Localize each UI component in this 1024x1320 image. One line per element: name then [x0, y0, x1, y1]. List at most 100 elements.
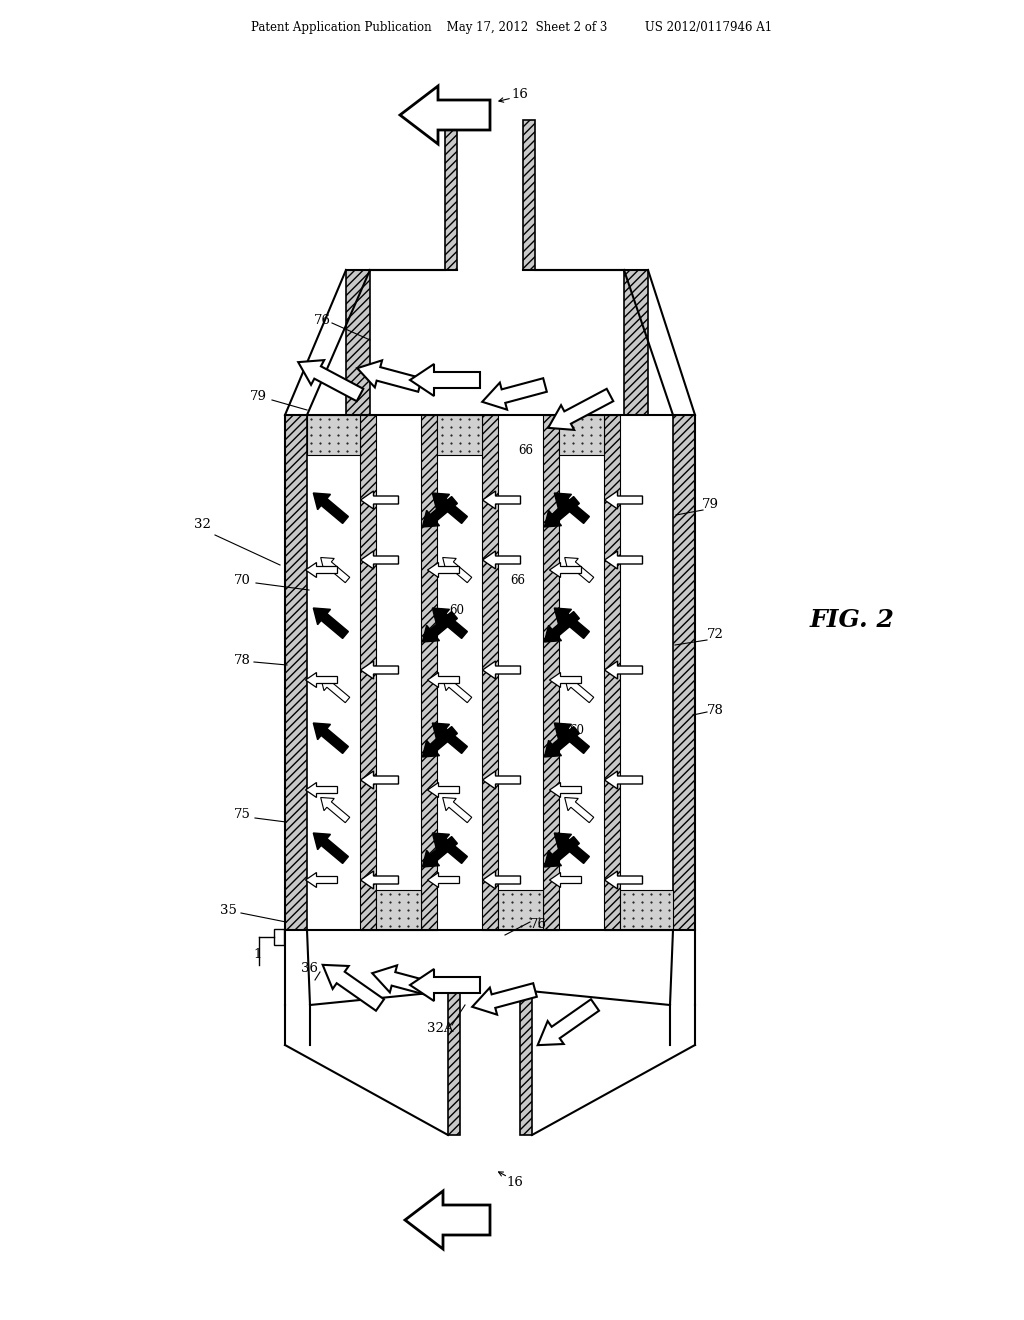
Bar	[346, 271, 370, 414]
Polygon shape	[545, 837, 580, 867]
Polygon shape	[298, 360, 364, 401]
Polygon shape	[550, 562, 582, 578]
Polygon shape	[538, 999, 599, 1045]
Bar	[559, 414, 604, 455]
Polygon shape	[422, 496, 458, 527]
Polygon shape	[604, 771, 642, 789]
Text: Patent Application Publication    May 17, 2012  Sheet 2 of 3          US 2012/01: Patent Application Publication May 17, 2…	[252, 21, 772, 34]
Bar	[523, 120, 535, 271]
Bar	[673, 414, 695, 931]
Bar	[437, 414, 482, 455]
Text: 66: 66	[510, 573, 525, 586]
Polygon shape	[545, 496, 580, 527]
Polygon shape	[604, 661, 642, 678]
Text: 1: 1	[254, 949, 262, 961]
Polygon shape	[548, 389, 613, 430]
Text: 76: 76	[313, 314, 331, 326]
Polygon shape	[550, 873, 582, 887]
Polygon shape	[432, 609, 467, 639]
Polygon shape	[564, 797, 594, 822]
Polygon shape	[410, 969, 480, 1001]
Polygon shape	[442, 797, 472, 822]
Text: FIG. 2: FIG. 2	[810, 609, 895, 632]
Polygon shape	[305, 873, 338, 887]
Polygon shape	[604, 871, 642, 888]
Bar	[520, 990, 532, 1135]
Text: 32: 32	[194, 519, 211, 532]
Polygon shape	[604, 550, 642, 569]
Bar	[498, 890, 543, 931]
Text: 79: 79	[250, 391, 266, 404]
Polygon shape	[604, 491, 642, 510]
Polygon shape	[482, 661, 520, 678]
Text: 60: 60	[449, 603, 464, 616]
Polygon shape	[313, 723, 348, 754]
Text: 78: 78	[233, 653, 251, 667]
Polygon shape	[313, 609, 348, 639]
Text: 76: 76	[529, 919, 547, 932]
Bar	[445, 120, 457, 271]
Polygon shape	[321, 797, 350, 822]
Bar	[285, 414, 307, 931]
Polygon shape	[550, 672, 582, 688]
Polygon shape	[432, 723, 467, 754]
Polygon shape	[432, 833, 467, 863]
Polygon shape	[313, 492, 348, 524]
Polygon shape	[305, 562, 338, 578]
Polygon shape	[422, 726, 458, 756]
Polygon shape	[305, 783, 338, 797]
Polygon shape	[360, 661, 398, 678]
Text: 70: 70	[233, 573, 251, 586]
Bar	[620, 890, 673, 931]
Bar	[307, 414, 360, 455]
Polygon shape	[410, 364, 480, 396]
Bar	[421, 414, 437, 931]
Polygon shape	[360, 771, 398, 789]
Bar	[360, 414, 376, 931]
Polygon shape	[442, 677, 472, 702]
Polygon shape	[323, 965, 384, 1011]
Bar	[449, 990, 460, 1135]
Polygon shape	[472, 983, 537, 1015]
Polygon shape	[564, 677, 594, 702]
Polygon shape	[400, 86, 490, 144]
Polygon shape	[427, 562, 460, 578]
Bar	[274, 929, 284, 945]
Text: 32A: 32A	[427, 1022, 454, 1035]
Polygon shape	[313, 833, 348, 863]
Polygon shape	[321, 677, 350, 702]
Polygon shape	[554, 723, 590, 754]
Polygon shape	[406, 1191, 490, 1249]
Polygon shape	[442, 557, 472, 582]
Bar	[604, 414, 620, 931]
Bar	[543, 414, 559, 931]
Polygon shape	[422, 611, 458, 642]
Polygon shape	[564, 557, 594, 582]
Text: 16: 16	[507, 1176, 523, 1189]
Polygon shape	[545, 611, 580, 642]
Text: 66: 66	[518, 444, 534, 457]
Text: 78: 78	[707, 704, 723, 717]
Polygon shape	[372, 965, 437, 997]
Polygon shape	[545, 726, 580, 756]
Polygon shape	[427, 873, 460, 887]
Polygon shape	[422, 837, 458, 867]
Bar	[482, 414, 498, 931]
Polygon shape	[321, 557, 350, 582]
Polygon shape	[360, 871, 398, 888]
Text: 72: 72	[707, 628, 723, 642]
Polygon shape	[427, 783, 460, 797]
Polygon shape	[554, 492, 590, 524]
Text: 35: 35	[219, 903, 237, 916]
Polygon shape	[357, 360, 422, 392]
Text: 16: 16	[512, 88, 528, 102]
Text: 75: 75	[233, 808, 251, 821]
Polygon shape	[432, 492, 467, 524]
Polygon shape	[482, 491, 520, 510]
Polygon shape	[482, 550, 520, 569]
Bar	[624, 271, 648, 414]
Polygon shape	[554, 833, 590, 863]
Polygon shape	[550, 783, 582, 797]
Text: 79: 79	[701, 499, 719, 511]
Polygon shape	[360, 550, 398, 569]
